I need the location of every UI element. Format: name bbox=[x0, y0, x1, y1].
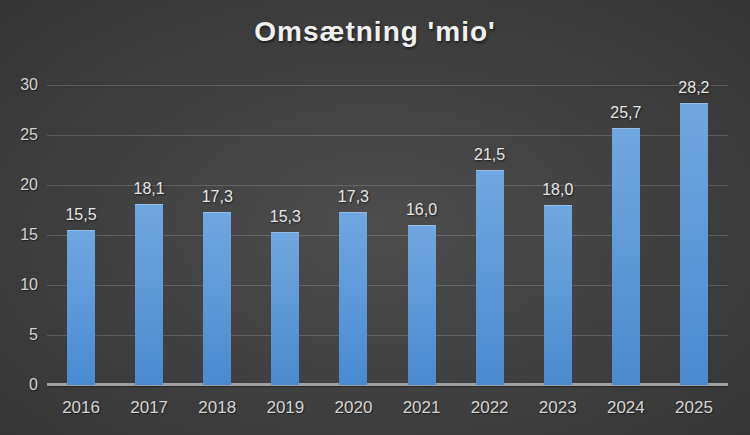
y-tick-label-0: 0 bbox=[4, 377, 38, 393]
bar-2016 bbox=[67, 230, 95, 385]
y-tick-label-5: 5 bbox=[4, 327, 38, 343]
x-tick-label-2018: 2018 bbox=[183, 398, 251, 418]
bar-value-label-2017: 18,1 bbox=[115, 180, 183, 198]
bar-value-label-2024: 25,7 bbox=[592, 104, 660, 122]
chart-title: Omsætning 'mio' bbox=[0, 16, 750, 48]
gridline-30 bbox=[47, 85, 728, 86]
x-tick-label-2023: 2023 bbox=[524, 398, 592, 418]
bar-value-label-2021: 16,0 bbox=[388, 201, 456, 219]
y-tick-label-25: 25 bbox=[4, 127, 38, 143]
x-tick-label-2019: 2019 bbox=[251, 398, 319, 418]
y-tick-label-20: 20 bbox=[4, 177, 38, 193]
bar-value-label-2018: 17,3 bbox=[183, 188, 251, 206]
x-tick-label-2016: 2016 bbox=[47, 398, 115, 418]
bar-2019 bbox=[271, 232, 299, 385]
x-tick-label-2024: 2024 bbox=[592, 398, 660, 418]
bar-value-label-2019: 15,3 bbox=[251, 208, 319, 226]
x-tick-label-2017: 2017 bbox=[115, 398, 183, 418]
bar-2020 bbox=[339, 212, 367, 385]
bar-value-label-2025: 28,2 bbox=[660, 79, 728, 97]
x-tick-label-2020: 2020 bbox=[319, 398, 387, 418]
bar-value-label-2016: 15,5 bbox=[47, 206, 115, 224]
x-tick-label-2022: 2022 bbox=[456, 398, 524, 418]
bar-2018 bbox=[203, 212, 231, 385]
bar-value-label-2022: 21,5 bbox=[456, 146, 524, 164]
bar-chart: Omsætning 'mio' 05101520253015,5201618,1… bbox=[0, 0, 750, 435]
bar-value-label-2023: 18,0 bbox=[524, 181, 592, 199]
bar-2025 bbox=[680, 103, 708, 385]
bar-2023 bbox=[544, 205, 572, 385]
y-tick-label-10: 10 bbox=[4, 277, 38, 293]
bar-2021 bbox=[408, 225, 436, 385]
x-tick-label-2025: 2025 bbox=[660, 398, 728, 418]
bar-2017 bbox=[135, 204, 163, 385]
x-tick-label-2021: 2021 bbox=[388, 398, 456, 418]
y-tick-label-15: 15 bbox=[4, 227, 38, 243]
y-tick-label-30: 30 bbox=[4, 77, 38, 93]
bar-value-label-2020: 17,3 bbox=[319, 188, 387, 206]
bar-2022 bbox=[476, 170, 504, 385]
bar-2024 bbox=[612, 128, 640, 385]
